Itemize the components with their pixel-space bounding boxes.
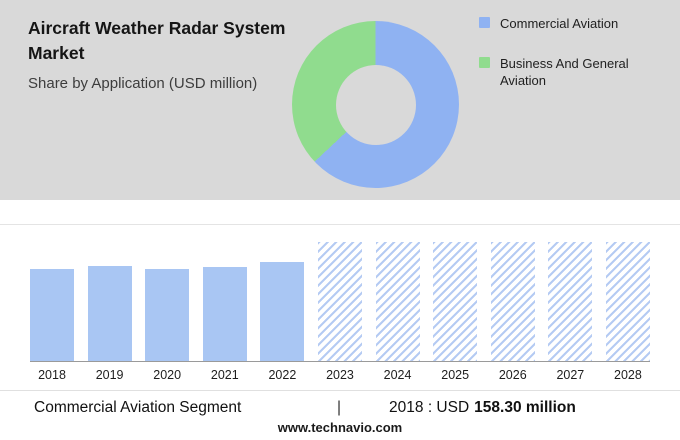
x-axis-label: 2019 — [95, 368, 124, 382]
forecast-bar — [375, 242, 420, 361]
bar-column: 2018 — [30, 242, 74, 382]
x-axis-label: 2018 — [38, 368, 66, 382]
value-bar — [260, 262, 305, 361]
bar-column: 2025 — [433, 242, 478, 382]
bar-column: 2023 — [317, 242, 362, 382]
legend-item-commercial-aviation: Commercial Aviation — [479, 15, 651, 33]
segment-value: 2018 : USD 158.30 million — [389, 399, 576, 417]
forecast-bar — [605, 242, 650, 361]
header-section: Aircraft Weather Radar System Market Sha… — [0, 0, 680, 200]
x-axis-label: 2022 — [268, 368, 297, 382]
segment-label: Commercial Aviation Segment — [34, 399, 242, 416]
website-url: www.technavio.com — [277, 420, 403, 435]
bar-plot: 2018 2019 2020 2021 2022 2023 2024 2025 2026 2027… — [30, 242, 650, 382]
x-axis-label: 2026 — [498, 368, 527, 382]
legend-label-business: Business And General Aviation — [500, 55, 629, 89]
bar-column: 2026 — [490, 242, 535, 382]
value-bar — [87, 265, 132, 361]
title-block: Aircraft Weather Radar System Market Sha… — [28, 16, 296, 92]
legend-label-commercial: Commercial Aviation — [500, 16, 619, 31]
x-axis-label: 2023 — [326, 368, 354, 382]
x-axis-label: 2027 — [556, 368, 585, 382]
legend-item-business-general-aviation: Business And General Aviation — [479, 55, 651, 90]
separator: | — [337, 399, 342, 416]
chart-legend: Commercial Aviation Business And General… — [479, 15, 651, 90]
footer: Commercial Aviation Segment | 2018 : USD… — [0, 390, 680, 440]
bar-chart-section: 2018 2019 2020 2021 2022 2023 2024 2025 2026 2027… — [0, 200, 680, 390]
donut-chart — [292, 21, 459, 188]
x-axis-label: 2028 — [614, 368, 642, 382]
legend-swatch-business — [479, 56, 490, 68]
bar-column: 2022 — [260, 242, 305, 382]
forecast-bar — [548, 242, 593, 361]
bar-column: 2020 — [145, 242, 190, 382]
bar-column: 2024 — [375, 242, 420, 382]
forecast-bar — [433, 242, 478, 361]
value-bar — [145, 269, 190, 361]
x-axis-label: 2021 — [210, 368, 239, 382]
value-amount: 158.30 million — [474, 399, 576, 416]
forecast-bar — [490, 242, 535, 361]
bar-column: 2027 — [548, 242, 593, 382]
value-bar — [30, 269, 74, 361]
value-prefix: 2018 : USD — [389, 399, 470, 416]
legend-swatch-commercial — [479, 17, 490, 28]
footer-summary-row: Commercial Aviation Segment | 2018 : USD… — [0, 391, 680, 417]
bar-column: 2028 — [605, 242, 650, 382]
bar-column: 2021 — [202, 242, 247, 382]
x-axis-label: 2025 — [441, 368, 470, 382]
bar-column: 2019 — [87, 242, 132, 382]
divider-line — [0, 224, 680, 225]
page-title: Aircraft Weather Radar System Market — [28, 18, 286, 63]
value-bar — [202, 267, 247, 361]
forecast-bar — [317, 242, 362, 361]
x-axis-label: 2020 — [153, 368, 182, 382]
page-subtitle: Share by Application (USD million) — [28, 75, 258, 92]
x-axis-label: 2024 — [383, 368, 412, 382]
